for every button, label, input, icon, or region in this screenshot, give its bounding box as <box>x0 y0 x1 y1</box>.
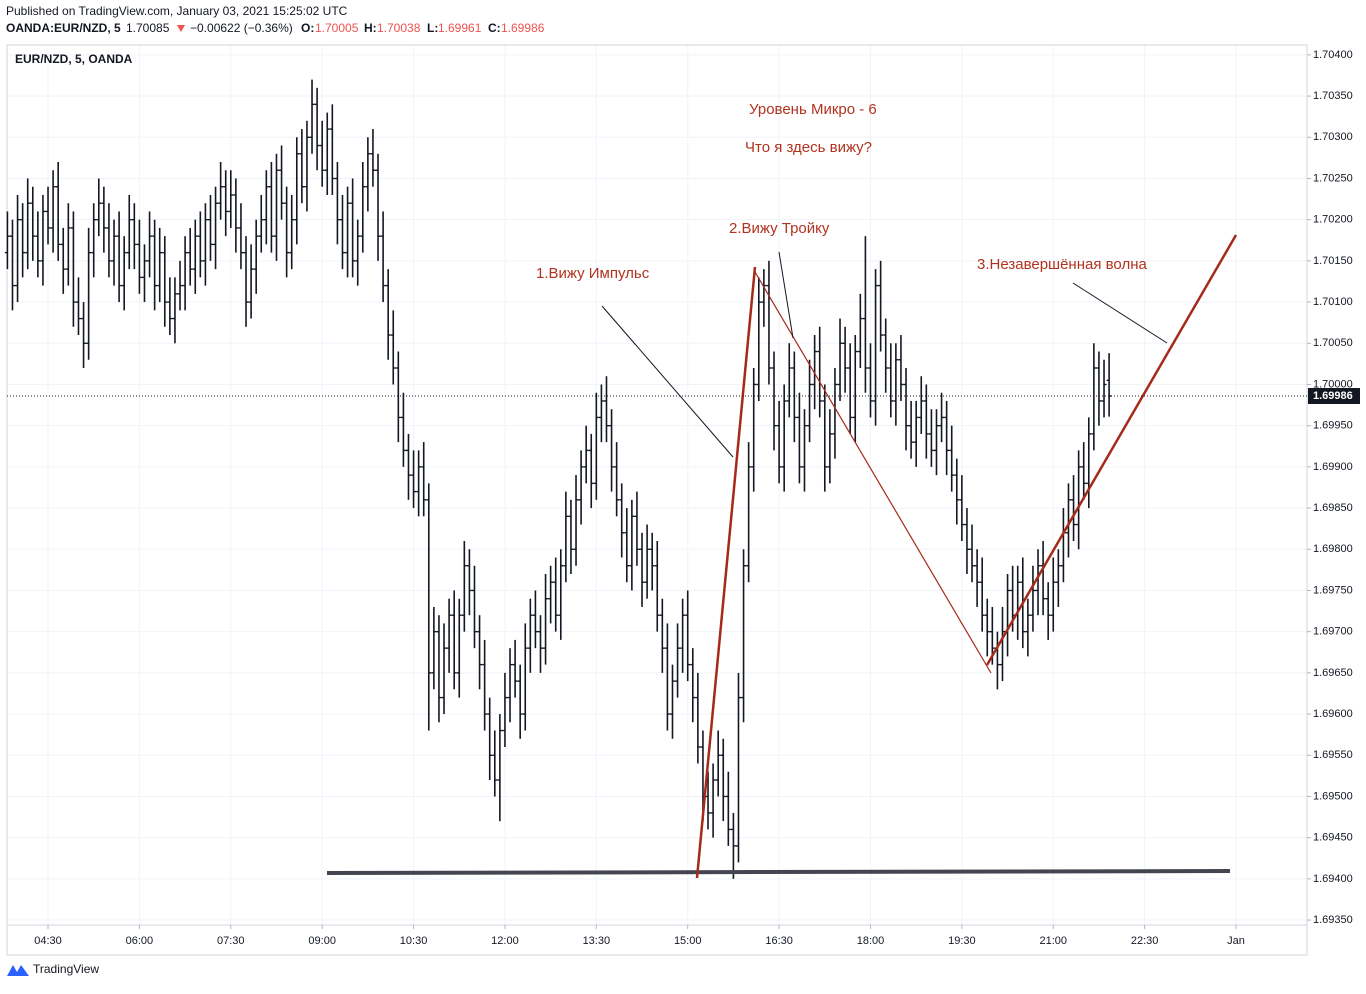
y-tick-label: 1.69500 <box>1313 790 1353 802</box>
chart-title: EUR/NZD, 5, OANDA <box>15 52 133 66</box>
last-price-box <box>1308 388 1360 405</box>
x-tick-label: 19:30 <box>948 935 976 947</box>
annotation: 1.Вижу Импульс <box>536 265 650 282</box>
down-arrow <box>177 25 185 32</box>
low-label: L: <box>427 21 438 35</box>
y-tick-label: 1.70050 <box>1313 337 1353 349</box>
x-tick-label: Jan <box>1227 935 1245 947</box>
x-tick-label: 07:30 <box>217 935 245 947</box>
last-price: 1.70085 <box>126 21 170 35</box>
high-value: 1.70038 <box>377 21 421 35</box>
published: Published on TradingView.com, January 03… <box>6 4 348 18</box>
open-value: 1.70005 <box>315 21 359 35</box>
x-tick-label: 04:30 <box>34 935 62 947</box>
y-tick-label: 1.70350 <box>1313 90 1353 102</box>
footer: TradingView <box>7 962 99 976</box>
drawings: Уровень Микро - 6 Что я здесь вижу? 2.Ви… <box>326 101 1238 879</box>
grid <box>7 45 1307 925</box>
y-tick-label: 1.69650 <box>1313 667 1353 679</box>
y-tick-label: 1.69800 <box>1313 543 1353 555</box>
correction-line <box>754 271 992 674</box>
y-tick-label: 1.70200 <box>1313 214 1353 226</box>
x-tick-label: 15:00 <box>674 935 702 947</box>
last-price-label: 1.69986 <box>1313 390 1353 402</box>
y-tick-label: 1.69900 <box>1313 461 1353 473</box>
x-tick-label: 09:00 <box>308 935 336 947</box>
close-label: C: <box>488 21 501 35</box>
x-tick-label: 18:00 <box>857 935 885 947</box>
y-tick-label: 1.70400 <box>1313 49 1353 61</box>
x-tick-label: 12:00 <box>491 935 519 947</box>
impulse-line <box>695 266 757 879</box>
wave-line <box>985 234 1238 666</box>
y-tick-label: 1.69950 <box>1313 420 1353 432</box>
y-tick-label: 1.69750 <box>1313 584 1353 596</box>
annotation: 3.Незавершённая волна <box>977 256 1147 273</box>
y-tick-label: 1.70300 <box>1313 131 1353 143</box>
annotation: 2.Вижу Тройку <box>729 220 830 237</box>
y-tick-label: 1.70000 <box>1313 378 1353 390</box>
y-tick-label: 1.69850 <box>1313 502 1353 514</box>
y-tick-label: 1.69600 <box>1313 708 1353 720</box>
open-label: O: <box>301 21 314 35</box>
y-tick-label: 1.70250 <box>1313 172 1353 184</box>
high-label: H: <box>364 21 377 35</box>
x-tick-label: 06:00 <box>126 935 154 947</box>
y-tick-label: 1.70150 <box>1313 255 1353 267</box>
callout-line <box>601 305 734 458</box>
y-tick-label: 1.70100 <box>1313 296 1353 308</box>
x-tick-label: 13:30 <box>583 935 611 947</box>
y-tick-label: 1.69350 <box>1313 914 1353 926</box>
symbol-line: OANDA:EUR/NZD, 5 1.70085 −0.00622 (−0.36… <box>6 21 545 35</box>
axes: 04:30 06:00 07:30 09:00 10:30 12:00 13:30 15:00… <box>7 49 1360 947</box>
brand-logo <box>7 965 29 976</box>
close-value: 1.69986 <box>501 21 545 35</box>
annotation: Уровень Микро - 6 <box>749 101 877 118</box>
x-tick-label: 21:00 <box>1039 935 1067 947</box>
low-value: 1.69961 <box>438 21 482 35</box>
brand: TradingView <box>33 962 99 976</box>
x-tick-label: 10:30 <box>400 935 428 947</box>
x-tick-label: 22:30 <box>1131 935 1159 947</box>
y-tick-label: 1.69700 <box>1313 626 1353 638</box>
support-line <box>326 869 1231 875</box>
x-tick-label: 16:30 <box>765 935 793 947</box>
callout-line <box>1072 282 1168 344</box>
y-tick-label: 1.69550 <box>1313 749 1353 761</box>
change: −0.00622 (−0.36%) <box>190 21 293 35</box>
symbol: OANDA:EUR/NZD, 5 <box>6 21 121 35</box>
annotation: Что я здесь вижу? <box>745 139 872 156</box>
y-tick-label: 1.69450 <box>1313 832 1353 844</box>
y-tick-label: 1.69400 <box>1313 873 1353 885</box>
callout-line <box>778 251 794 339</box>
